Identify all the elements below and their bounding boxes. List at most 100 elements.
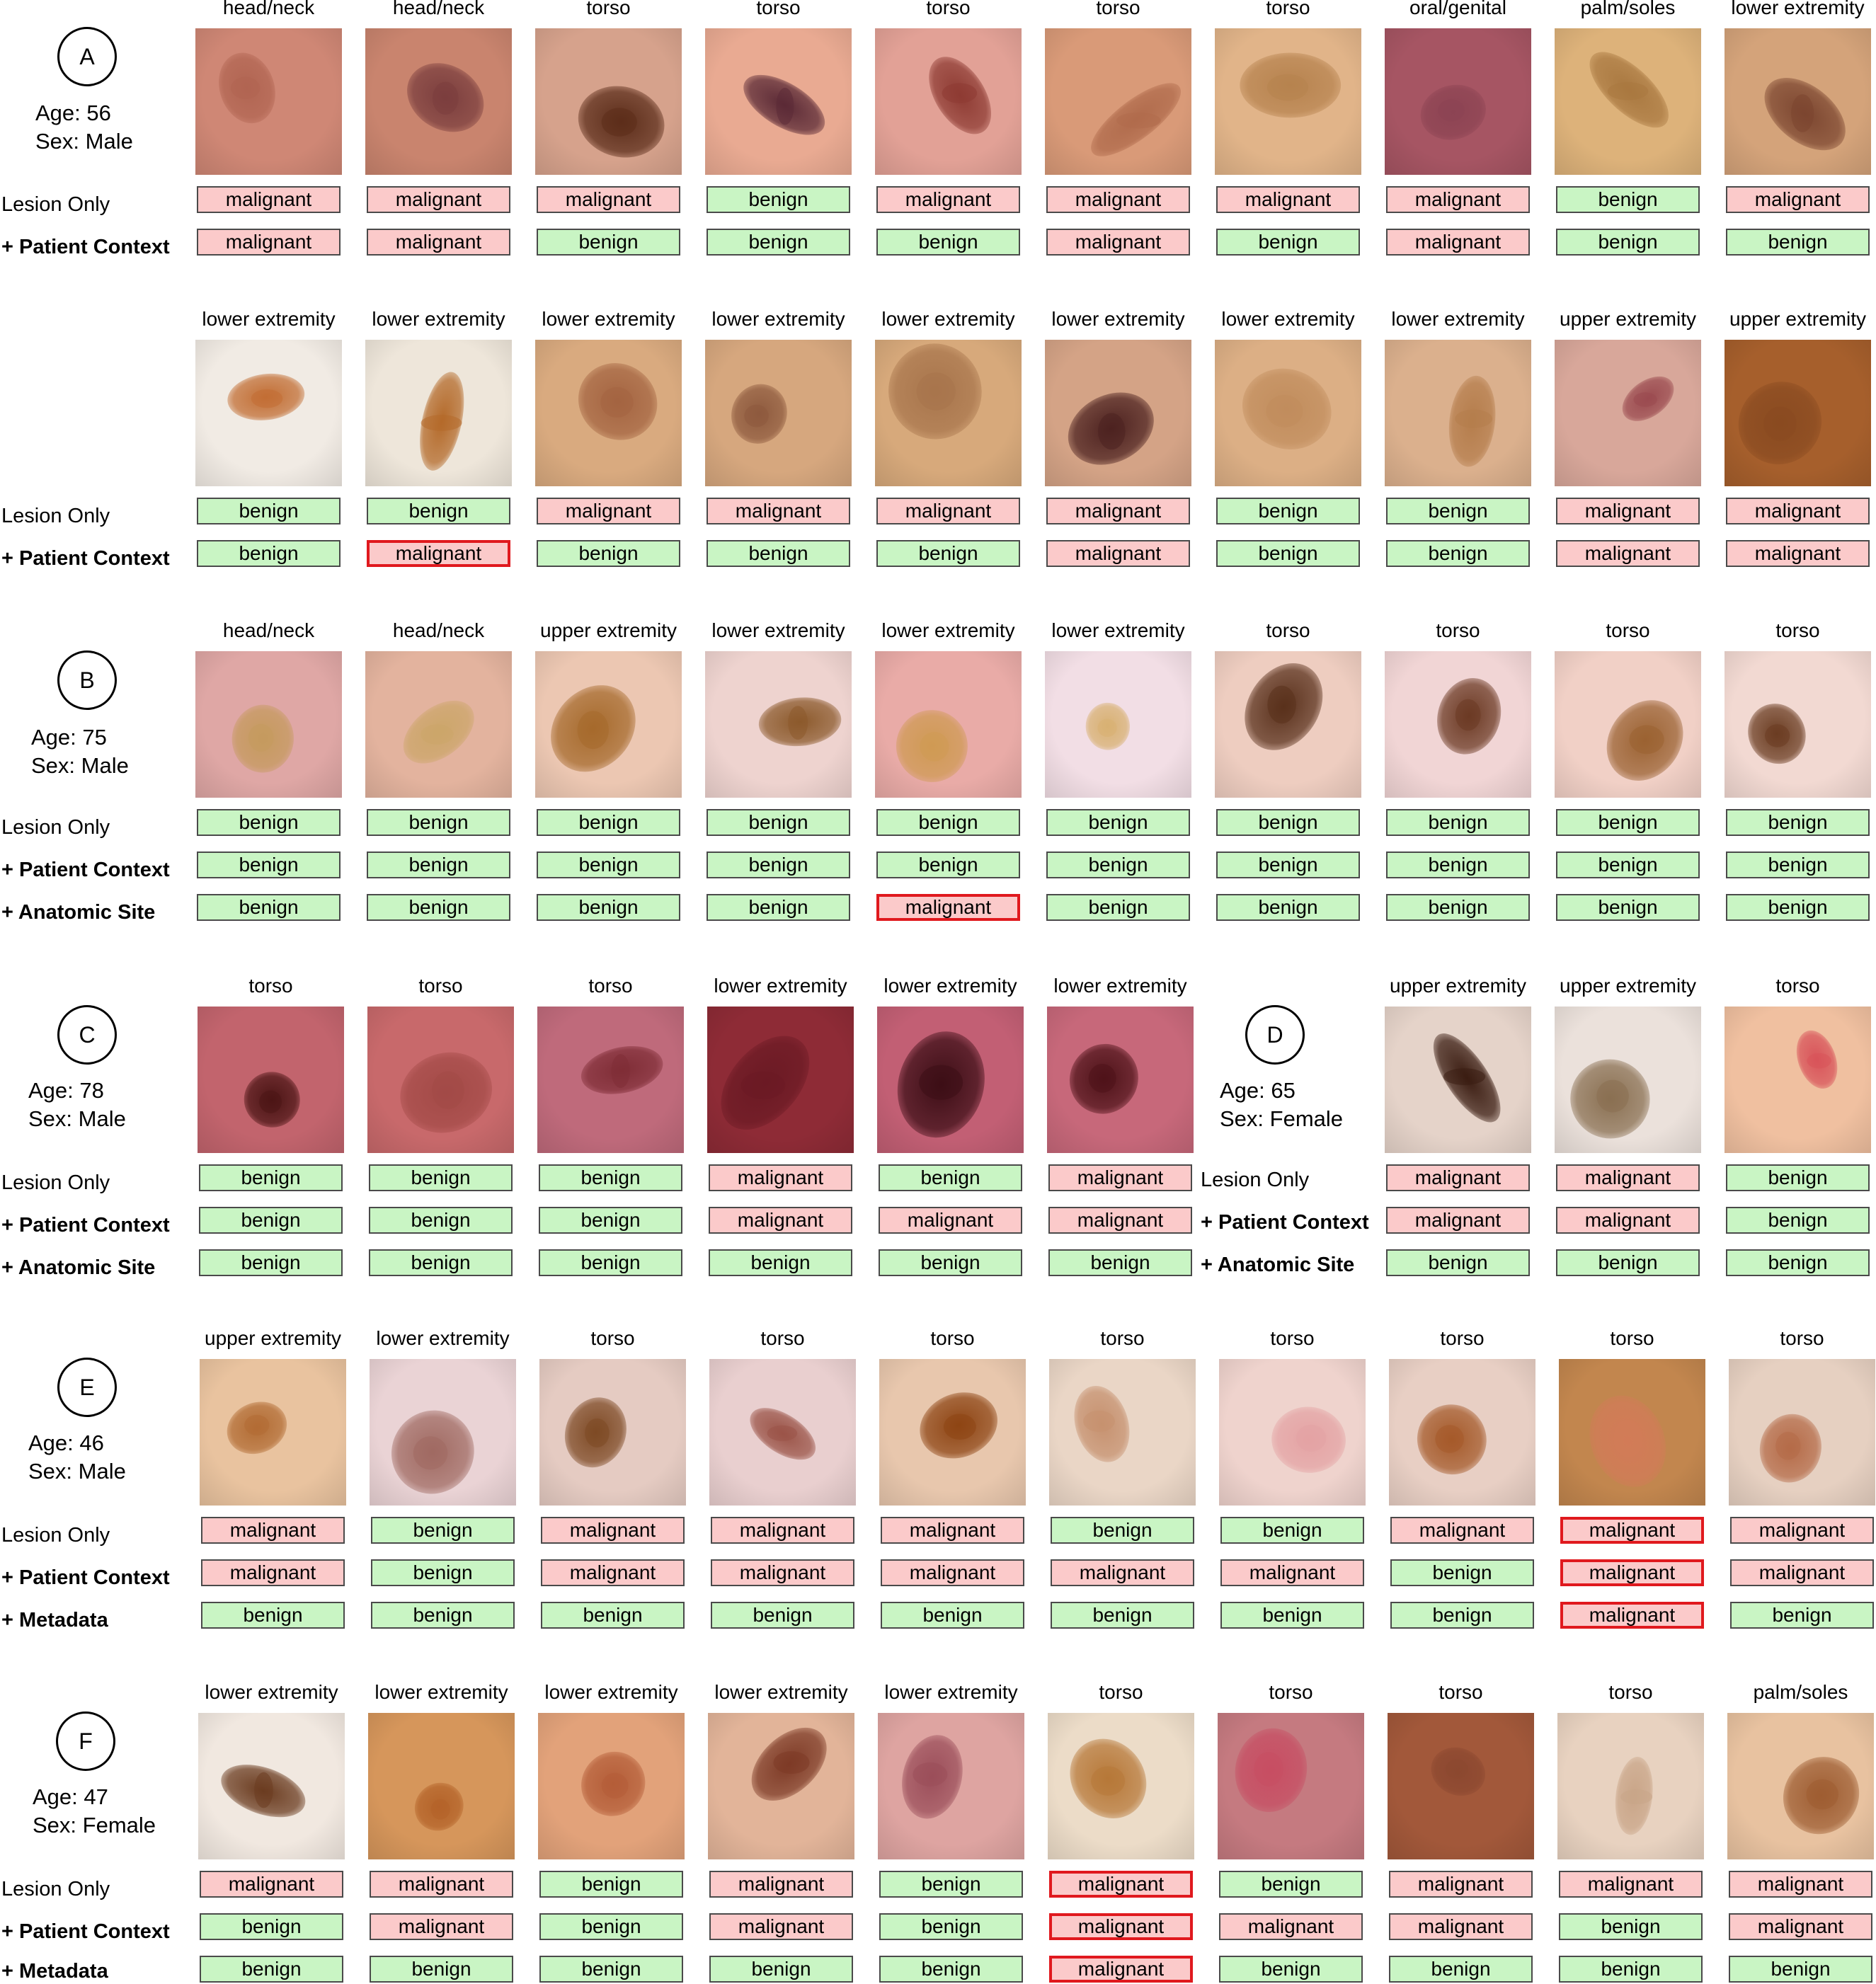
lesion-image — [707, 1007, 854, 1153]
lesion-image — [535, 651, 682, 798]
lesion-image — [200, 1359, 346, 1506]
prediction-badge: benign — [876, 851, 1020, 878]
prediction-badge: malignant — [1556, 1207, 1700, 1234]
prediction-badge: benign — [1559, 1913, 1703, 1940]
site-label: torso — [1266, 619, 1310, 641]
site-label: palm/soles — [1753, 1681, 1848, 1703]
prediction-badge: malignant — [1390, 1517, 1534, 1544]
prediction-badge: malignant — [1726, 540, 1870, 567]
site-label: lower extremity — [1731, 0, 1865, 18]
lesion-image — [877, 1007, 1024, 1153]
prediction-badge: benign — [1386, 1249, 1530, 1276]
row-label: Lesion Only — [1, 1878, 110, 1900]
prediction-badge: benign — [1051, 1602, 1194, 1629]
prediction-badge: benign — [199, 1164, 343, 1191]
prediction-badge: malignant — [197, 186, 341, 213]
lesion-image — [1215, 651, 1361, 798]
lesion-image — [537, 1007, 684, 1153]
prediction-badge: benign — [537, 894, 680, 921]
patient-age: Age: 47 — [33, 1784, 108, 1809]
prediction-badge: benign — [1046, 809, 1190, 836]
lesion-image — [367, 1007, 514, 1153]
prediction-badge: benign — [1386, 809, 1530, 836]
prediction-badge: benign — [367, 894, 510, 921]
site-label: lower extremity — [544, 1681, 678, 1703]
prediction-badge: malignant — [1046, 186, 1190, 213]
prediction-badge: benign — [876, 229, 1020, 256]
site-label: lower extremity — [1051, 619, 1185, 641]
prediction-badge: benign — [369, 1164, 513, 1191]
prediction-badge: benign — [1386, 851, 1530, 878]
lesion-image — [1385, 340, 1531, 486]
prediction-badge: malignant — [1726, 186, 1870, 213]
site-label: torso — [586, 0, 631, 18]
lesion-image — [1555, 1007, 1701, 1153]
lesion-image — [1725, 1007, 1871, 1153]
site-label: torso — [1780, 1327, 1824, 1349]
site-label: lower extremity — [376, 1327, 510, 1349]
prediction-badge: benign — [707, 540, 850, 567]
prediction-badge: benign — [879, 1956, 1023, 1983]
row-label: + Anatomic Site — [1, 1256, 156, 1279]
prediction-badge: benign — [1216, 498, 1360, 524]
site-label: torso — [1266, 0, 1310, 18]
lesion-image — [875, 28, 1022, 175]
prediction-badge: benign — [876, 540, 1020, 567]
prediction-badge: benign — [707, 186, 850, 213]
lesion-image — [875, 651, 1022, 798]
prediction-badge: benign — [197, 540, 341, 567]
prediction-badge: malignant — [1386, 1207, 1530, 1234]
lesion-image — [1385, 651, 1531, 798]
prediction-badge: benign — [1556, 894, 1700, 921]
patient-sex: Sex: Male — [28, 1106, 126, 1131]
prediction-badge: malignant — [876, 186, 1020, 213]
site-label: torso — [1096, 0, 1140, 18]
patient-sex: Sex: Male — [28, 1459, 126, 1484]
prediction-badge: malignant — [1049, 1956, 1193, 1983]
lesion-image — [1385, 28, 1531, 175]
site-label: lower extremity — [711, 308, 845, 330]
prediction-badge: malignant — [1046, 229, 1190, 256]
site-label: torso — [1775, 619, 1820, 641]
prediction-badge: benign — [1556, 1249, 1700, 1276]
panel-letter-badge: D — [1245, 1005, 1305, 1065]
site-label: lower extremity — [542, 308, 675, 330]
prediction-badge: benign — [1051, 1517, 1194, 1544]
lesion-image — [1725, 340, 1871, 486]
prediction-badge: malignant — [1219, 1913, 1363, 1940]
lesion-image — [195, 340, 342, 486]
site-label: lower extremity — [881, 308, 1015, 330]
prediction-badge: benign — [197, 894, 341, 921]
prediction-badge: benign — [370, 1956, 513, 1983]
prediction-badge: benign — [199, 1207, 343, 1234]
site-label: lower extremity — [1391, 308, 1525, 330]
patient-sex: Sex: Male — [35, 129, 133, 154]
prediction-badge: benign — [709, 1249, 852, 1276]
row-label: Lesion Only — [1201, 1169, 1310, 1191]
panel-letter-badge: B — [57, 650, 117, 710]
prediction-badge: malignant — [709, 1164, 852, 1191]
prediction-badge: malignant — [707, 498, 850, 524]
prediction-badge: malignant — [1729, 1871, 1872, 1898]
patient-sex: Sex: Female — [1220, 1106, 1344, 1131]
site-label: torso — [1269, 1681, 1313, 1703]
site-label: torso — [1440, 1327, 1485, 1349]
prediction-badge: benign — [1726, 1164, 1870, 1191]
prediction-badge: malignant — [1049, 1913, 1193, 1940]
prediction-badge: benign — [1046, 894, 1190, 921]
prediction-badge: benign — [1219, 1956, 1363, 1983]
panel-letter-badge: F — [56, 1711, 115, 1771]
prediction-badge: malignant — [537, 186, 680, 213]
lesion-image — [1388, 1713, 1534, 1859]
prediction-badge: benign — [876, 809, 1020, 836]
prediction-badge: benign — [1730, 1602, 1874, 1629]
site-label: torso — [588, 975, 633, 997]
lesion-image — [1219, 1359, 1366, 1506]
lesion-image — [1555, 28, 1701, 175]
prediction-badge: benign — [1216, 809, 1360, 836]
lesion-image — [1555, 340, 1701, 486]
site-label: lower extremity — [884, 1681, 1018, 1703]
site-label: lower extremity — [1051, 308, 1185, 330]
row-label: Lesion Only — [1, 1171, 110, 1194]
prediction-badge: benign — [1220, 1602, 1364, 1629]
